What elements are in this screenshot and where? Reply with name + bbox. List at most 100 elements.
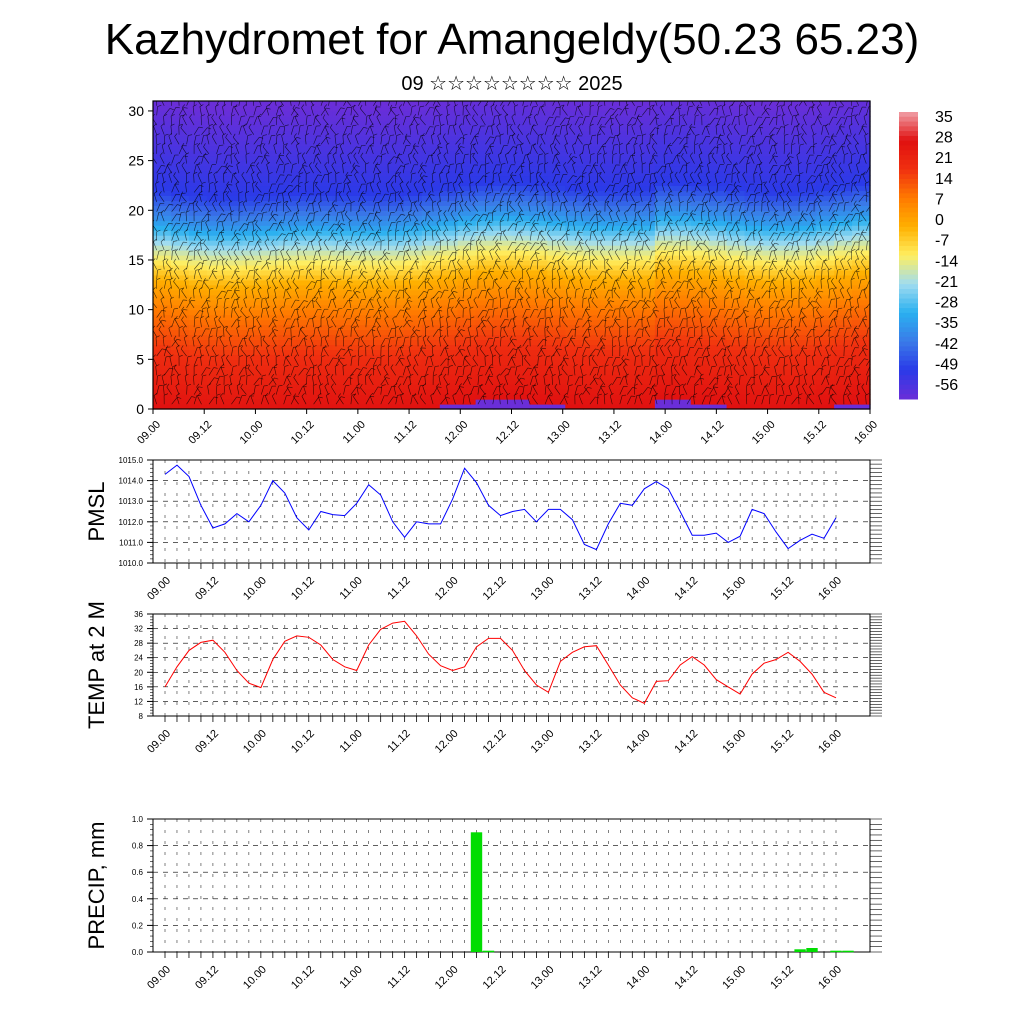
wind-barb [156, 165, 162, 174]
shade-cell [332, 319, 351, 326]
shade-cell [619, 279, 638, 286]
shade-cell [852, 135, 871, 142]
shade-cell [260, 339, 280, 346]
shade-cell [224, 394, 244, 400]
shade-cell [314, 190, 333, 196]
shade-cell [726, 269, 746, 276]
wind-barb [178, 222, 184, 232]
wind-barb-flag [295, 286, 299, 291]
shade-cell [475, 334, 495, 341]
wind-barb-flag [361, 239, 365, 243]
shade-cell [798, 329, 817, 336]
shade-cell [439, 349, 459, 355]
shade-cell [852, 110, 871, 117]
wind-barb [279, 107, 284, 116]
shade-cell [744, 250, 764, 256]
wind-barb [186, 242, 192, 251]
wind-barb [272, 395, 277, 405]
shade-cell [672, 110, 692, 117]
wind-barb-flag [186, 172, 191, 175]
wind-barb-flag [191, 242, 196, 244]
shade-cell [672, 120, 692, 127]
shade-cell [654, 185, 674, 192]
shade-cell [296, 210, 315, 216]
shade-cell [726, 205, 746, 211]
wind-barb-flag [252, 229, 256, 232]
wind-barb-flag [383, 296, 387, 301]
wind-barb [304, 183, 307, 193]
shade-cell [153, 220, 172, 226]
shade-cell [762, 140, 781, 147]
shade-cell [475, 170, 495, 177]
shade-cell [780, 384, 799, 390]
shade-cell [153, 334, 172, 341]
wind-barb [395, 203, 400, 212]
wind-barb-flag [199, 344, 204, 348]
wind-barb [378, 222, 382, 231]
shade-cell [798, 210, 817, 216]
shade-cell [421, 101, 441, 107]
shade-cell [636, 101, 656, 107]
wind-barb [373, 310, 379, 318]
wind-barb-flag [309, 219, 313, 224]
wind-barb-flag [331, 287, 335, 291]
wind-barb-flag [236, 161, 241, 165]
shade-cell [350, 309, 369, 316]
shade-cell [439, 284, 459, 291]
shade-cell [403, 101, 423, 107]
wind-barb [278, 155, 284, 164]
wind-barb [343, 101, 347, 106]
shade-cell [511, 404, 531, 410]
wind-barb-flag [198, 242, 203, 244]
shade-cell [816, 394, 835, 400]
shade-cell [242, 150, 262, 157]
shade-cell [475, 349, 495, 355]
shade-cell [672, 150, 692, 157]
shade-cell [672, 339, 692, 346]
shade-cell [403, 344, 423, 350]
shade-cell [314, 259, 333, 266]
shade-cell [170, 170, 190, 177]
shade-cell [314, 274, 333, 281]
wind-barb [369, 126, 374, 135]
wind-barb [251, 174, 255, 183]
shade-cell [242, 180, 262, 187]
shade-cell [654, 245, 674, 251]
shade-cell [762, 220, 781, 226]
shade-cell [852, 245, 871, 251]
shade-cell [744, 210, 764, 216]
shade-cell [798, 225, 817, 231]
shade-cell [314, 170, 333, 177]
shade-cell [547, 284, 566, 291]
wind-barb [384, 126, 389, 135]
shade-cell [780, 369, 799, 375]
shade-cell [690, 389, 710, 395]
shade-cell [852, 324, 871, 331]
shade-cell [798, 160, 817, 167]
shade-cell [403, 274, 423, 281]
wind-barb-flag [184, 335, 188, 339]
wind-barb [365, 309, 370, 318]
wind-barb [281, 135, 284, 145]
wind-barb [275, 202, 278, 212]
wind-barb [369, 395, 374, 405]
shade-cell [457, 399, 477, 405]
shade-cell [314, 379, 333, 385]
wind-barb-flag [360, 152, 364, 157]
shade-cell [421, 299, 441, 306]
wind-barb [245, 260, 247, 270]
wind-barb [256, 165, 262, 174]
shade-cell [242, 235, 262, 241]
wind-barb [162, 260, 165, 270]
shade-cell [493, 294, 513, 301]
shade-cell [601, 279, 620, 286]
shade-cell [547, 364, 566, 370]
wind-barb [313, 327, 316, 337]
wind-barb [360, 204, 367, 212]
shade-cell [565, 329, 584, 336]
wind-barb [183, 270, 187, 280]
shade-cell [834, 309, 853, 316]
shade-cell [726, 101, 746, 107]
shade-cell [547, 185, 566, 192]
